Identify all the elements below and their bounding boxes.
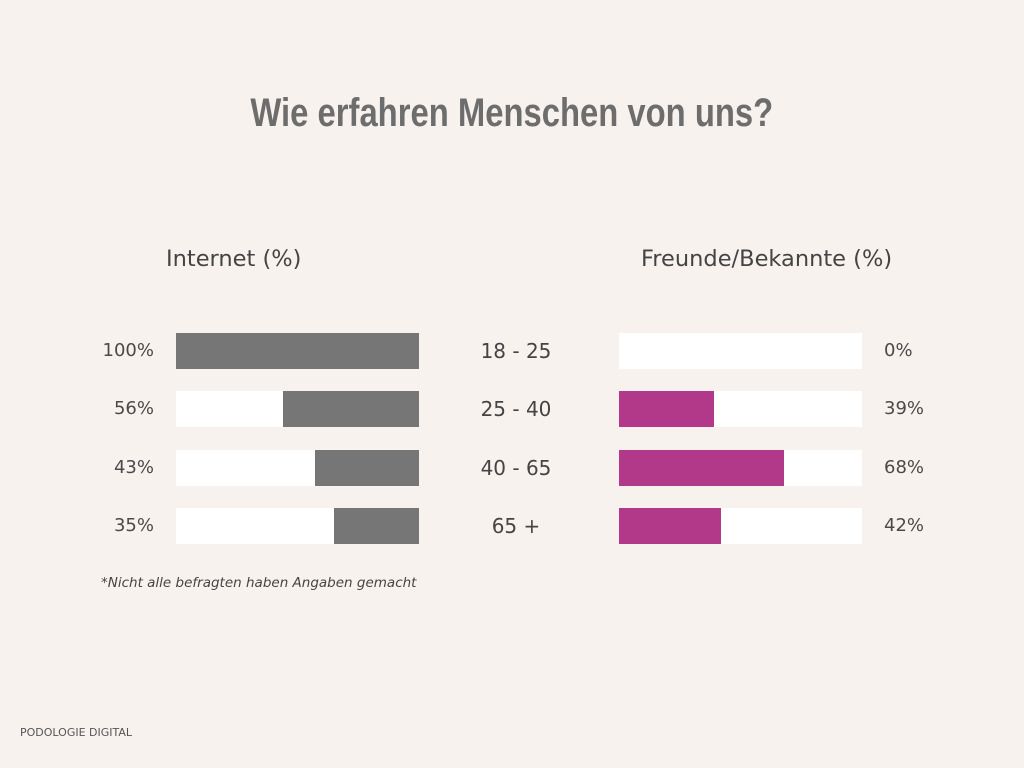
friends-bar-track xyxy=(619,333,862,369)
age-group-label: 65 + xyxy=(491,513,541,538)
friends-bar xyxy=(619,507,722,544)
bar-row: 43% 40 - 65 68% xyxy=(0,449,1024,486)
internet-bar xyxy=(314,449,419,486)
friends-value-label: 68% xyxy=(884,456,925,478)
internet-bar-track xyxy=(176,391,419,428)
title-container: Wie erfahren Menschen von uns? xyxy=(0,93,1024,133)
friends-bar-track xyxy=(619,449,862,486)
bar-row: 35% 65 + 42% xyxy=(0,507,1024,544)
internet-bar-track xyxy=(176,449,419,486)
brand-footer: PODOLOGIE DIGITAL xyxy=(20,726,133,739)
chart-title: Wie erfahren Menschen von uns? xyxy=(250,91,774,135)
age-group-label: 18 - 25 xyxy=(480,339,552,363)
internet-bar xyxy=(176,333,419,369)
friends-bar-track xyxy=(619,391,862,428)
series-label-internet: Internet (%) xyxy=(166,246,302,272)
internet-bar-track xyxy=(176,333,419,369)
bar-row: 100% 18 - 25 0% xyxy=(0,333,1024,369)
internet-value-label: 56% xyxy=(113,398,154,420)
age-group-label: 40 - 65 xyxy=(480,455,552,480)
internet-value-label: 100% xyxy=(102,340,154,361)
internet-value-label: 43% xyxy=(113,456,154,478)
friends-value-label: 0% xyxy=(884,340,913,361)
friends-bar xyxy=(619,449,785,486)
internet-bar xyxy=(333,507,419,544)
friends-value-label: 39% xyxy=(884,398,925,420)
friends-value-label: 42% xyxy=(884,514,925,536)
bar-row: 56% 25 - 40 39% xyxy=(0,391,1024,428)
series-label-friends: Freunde/Bekannte (%) xyxy=(641,246,893,272)
internet-value-label: 35% xyxy=(113,514,154,536)
age-group-label: 25 - 40 xyxy=(480,397,552,422)
footnote: *Nicht alle befragten haben Angaben gema… xyxy=(101,575,417,591)
friends-bar-track xyxy=(619,507,862,544)
friends-bar xyxy=(619,391,714,428)
internet-bar-track xyxy=(176,507,419,544)
internet-bar xyxy=(282,391,419,428)
